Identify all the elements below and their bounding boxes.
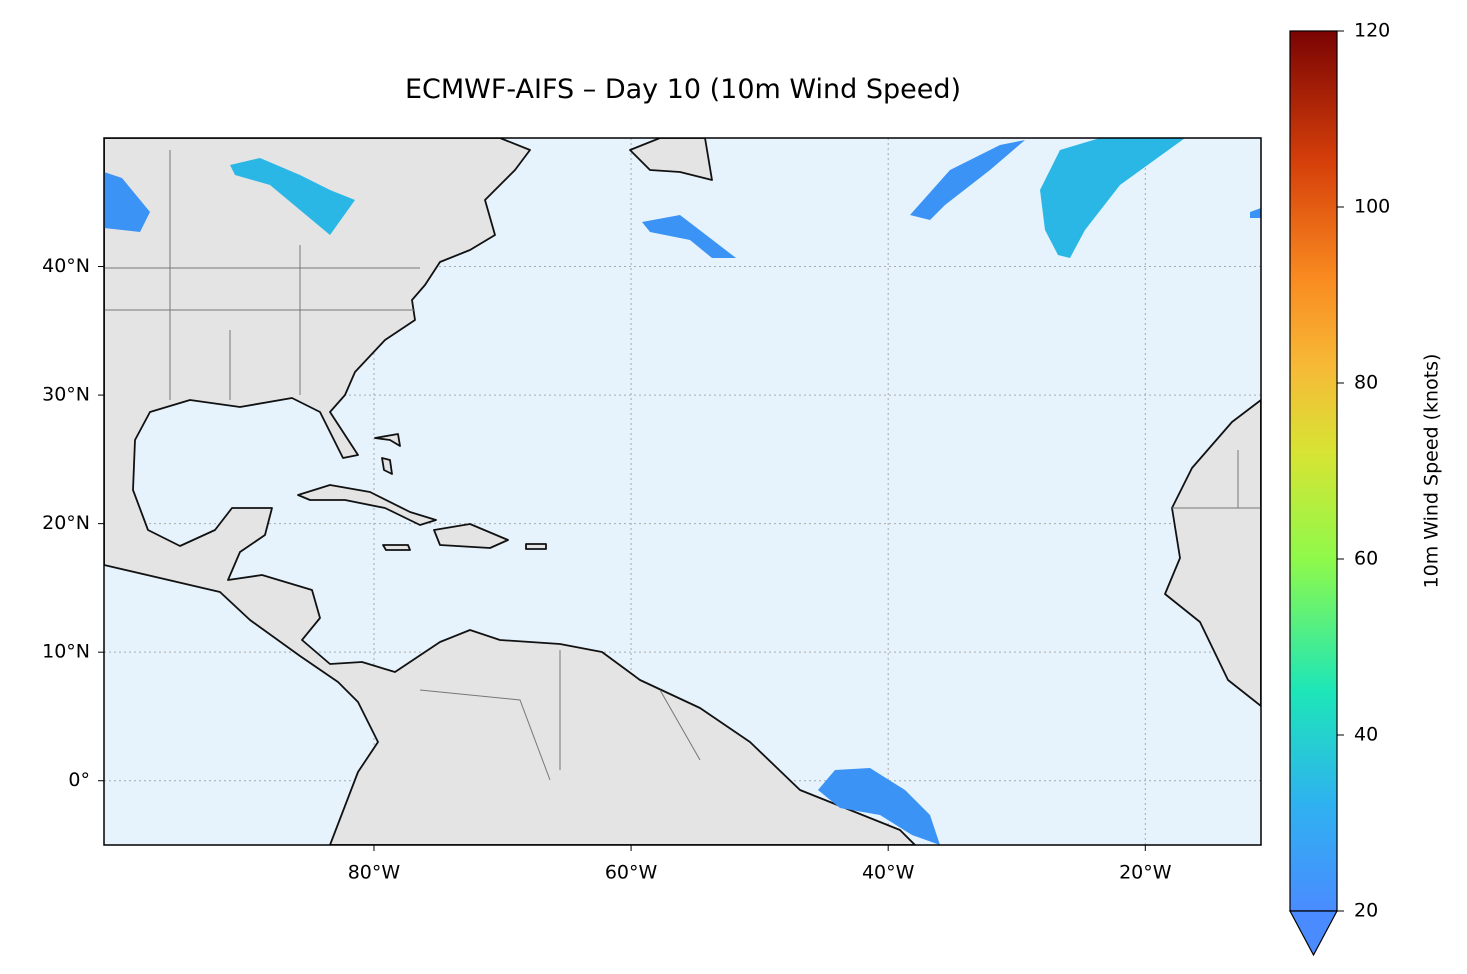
colorbar-tick-label: 20 [1354,900,1378,922]
africa [1164,399,1261,707]
colorbar-tick-label: 100 [1354,196,1390,218]
y-tick-label: 10°N [42,641,90,663]
bahamas [374,433,401,475]
map-area [104,138,1261,845]
colorbar-tick-label: 80 [1354,372,1378,394]
y-tick-label: 20°N [42,512,90,534]
atlantic-canada [629,138,713,181]
americas [104,138,916,845]
wind-region [1040,138,1185,258]
puerto-rico [525,543,547,550]
colorbar [1289,30,1338,912]
chart-title: ECMWF-AIFS – Day 10 (10m Wind Speed) [405,74,961,105]
y-tick-label: 40°N [42,255,90,277]
wind-region [1250,208,1261,218]
borders [104,150,1261,781]
colorbar-tick-label: 60 [1354,548,1378,570]
wind-region [642,215,736,258]
wind-region [818,768,940,845]
y-tick-label: 30°N [42,384,90,406]
y-tick-label: 0° [68,769,90,791]
cuba [297,484,437,526]
wind-region [104,172,150,232]
hispaniola [433,523,509,549]
colorbar-extend [1288,910,1339,957]
wind-region [910,140,1025,220]
axes: 80°W 60°W 40°W 20°W 0° 10°N 20°N 30°N 40°N 20 40 60… [42,20,1390,922]
x-tick-label: 80°W [348,862,401,884]
wind-region [230,158,355,235]
colorbar-tick-label: 120 [1354,20,1390,42]
x-tick-label: 60°W [605,862,658,884]
jamaica [382,544,411,551]
x-tick-label: 40°W [862,862,915,884]
colorbar-tick-label: 40 [1354,724,1378,746]
plot-frame [103,137,1262,846]
colorbar-label: 10m Wind Speed (knots) [1421,354,1443,589]
x-tick-label: 20°W [1119,862,1172,884]
